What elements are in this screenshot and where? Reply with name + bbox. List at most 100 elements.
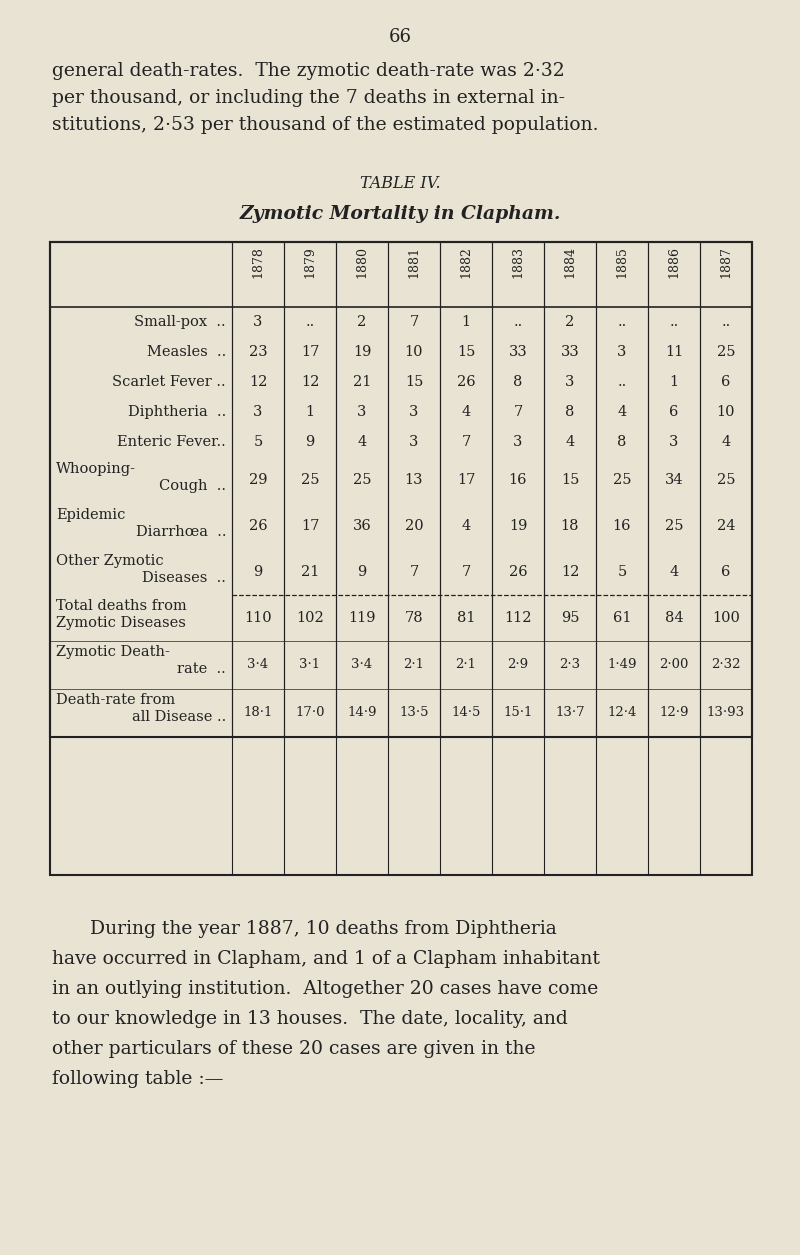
Text: 12: 12 xyxy=(301,375,319,389)
Text: 3: 3 xyxy=(254,315,262,329)
Text: 15·1: 15·1 xyxy=(503,707,533,719)
Text: Other Zymotic: Other Zymotic xyxy=(56,553,164,569)
Text: ..: .. xyxy=(618,375,626,389)
Text: 25: 25 xyxy=(717,345,735,359)
Text: 34: 34 xyxy=(665,473,683,487)
Text: 23: 23 xyxy=(249,345,267,359)
Text: 33: 33 xyxy=(561,345,579,359)
Text: 10: 10 xyxy=(717,405,735,419)
Text: 81: 81 xyxy=(457,611,475,625)
Text: Scarlet Fever ..: Scarlet Fever .. xyxy=(112,375,226,389)
Text: 25: 25 xyxy=(301,473,319,487)
Text: 20: 20 xyxy=(405,520,423,533)
Text: 4: 4 xyxy=(358,435,366,449)
Text: 18: 18 xyxy=(561,520,579,533)
Text: 26: 26 xyxy=(457,375,475,389)
Text: 15: 15 xyxy=(561,473,579,487)
Text: 13·7: 13·7 xyxy=(555,707,585,719)
Text: 3: 3 xyxy=(410,405,418,419)
Text: During the year 1887, 10 deaths from Diphtheria: During the year 1887, 10 deaths from Dip… xyxy=(90,920,557,937)
Text: 17: 17 xyxy=(301,520,319,533)
Text: 84: 84 xyxy=(665,611,683,625)
Text: 29: 29 xyxy=(249,473,267,487)
Text: 1879: 1879 xyxy=(303,246,317,277)
Text: 25: 25 xyxy=(353,473,371,487)
Text: 6: 6 xyxy=(670,405,678,419)
Text: 3·4: 3·4 xyxy=(247,659,269,671)
Text: 4: 4 xyxy=(462,405,470,419)
Text: 112: 112 xyxy=(504,611,532,625)
Text: 1878: 1878 xyxy=(251,246,265,277)
Text: stitutions, 2·53 per thousand of the estimated population.: stitutions, 2·53 per thousand of the est… xyxy=(52,115,598,134)
Text: 7: 7 xyxy=(462,435,470,449)
Text: 4: 4 xyxy=(722,435,730,449)
Text: 2·9: 2·9 xyxy=(507,659,529,671)
Text: Epidemic: Epidemic xyxy=(56,508,126,522)
Text: 7: 7 xyxy=(462,565,470,579)
Text: have occurred in Clapham, and 1 of a Clapham inhabitant: have occurred in Clapham, and 1 of a Cla… xyxy=(52,950,600,968)
Text: 1886: 1886 xyxy=(667,246,681,279)
Text: 9: 9 xyxy=(306,435,314,449)
Text: general death-rates.  The zymotic death-rate was 2·32: general death-rates. The zymotic death-r… xyxy=(52,61,565,80)
Text: ..: .. xyxy=(618,315,626,329)
Text: in an outlying institution.  Altogether 20 cases have come: in an outlying institution. Altogether 2… xyxy=(52,980,598,998)
Text: following table :—: following table :— xyxy=(52,1071,223,1088)
Text: 33: 33 xyxy=(509,345,527,359)
Text: 26: 26 xyxy=(249,520,267,533)
Text: 3: 3 xyxy=(254,405,262,419)
Bar xyxy=(50,242,752,737)
Text: Cough  ..: Cough .. xyxy=(159,479,226,493)
Text: Zymotic Death-: Zymotic Death- xyxy=(56,645,170,659)
Text: 61: 61 xyxy=(613,611,631,625)
Text: 21: 21 xyxy=(301,565,319,579)
Text: 5: 5 xyxy=(254,435,262,449)
Text: 12: 12 xyxy=(561,565,579,579)
Text: 1882: 1882 xyxy=(459,246,473,277)
Text: 110: 110 xyxy=(244,611,272,625)
Text: 26: 26 xyxy=(509,565,527,579)
Text: Diphtheria  ..: Diphtheria .. xyxy=(128,405,226,419)
Text: 15: 15 xyxy=(405,375,423,389)
Text: 1: 1 xyxy=(670,375,678,389)
Text: 4: 4 xyxy=(462,520,470,533)
Text: 14·5: 14·5 xyxy=(451,707,481,719)
Text: 9: 9 xyxy=(254,565,262,579)
Text: 11: 11 xyxy=(665,345,683,359)
Text: 19: 19 xyxy=(509,520,527,533)
Text: 1·49: 1·49 xyxy=(607,659,637,671)
Text: 1885: 1885 xyxy=(615,246,629,277)
Text: 12·4: 12·4 xyxy=(607,707,637,719)
Text: 102: 102 xyxy=(296,611,324,625)
Text: 16: 16 xyxy=(613,520,631,533)
Text: 4: 4 xyxy=(566,435,574,449)
Text: 16: 16 xyxy=(509,473,527,487)
Text: 21: 21 xyxy=(353,375,371,389)
Text: 17·0: 17·0 xyxy=(295,707,325,719)
Text: per thousand, or including the 7 deaths in external in-: per thousand, or including the 7 deaths … xyxy=(52,89,565,107)
Text: 3: 3 xyxy=(566,375,574,389)
Text: 13·5: 13·5 xyxy=(399,707,429,719)
Text: 3: 3 xyxy=(410,435,418,449)
Text: 3: 3 xyxy=(618,345,626,359)
Text: 25: 25 xyxy=(717,473,735,487)
Text: all Disease ..: all Disease .. xyxy=(132,710,226,724)
Text: Whooping-: Whooping- xyxy=(56,462,136,476)
Text: 2: 2 xyxy=(566,315,574,329)
Text: Enteric Fever..: Enteric Fever.. xyxy=(118,435,226,449)
Text: 119: 119 xyxy=(348,611,376,625)
Text: 25: 25 xyxy=(665,520,683,533)
Text: 8: 8 xyxy=(514,375,522,389)
Text: TABLE IV.: TABLE IV. xyxy=(360,174,440,192)
Text: Death-rate from: Death-rate from xyxy=(56,693,175,707)
Text: 9: 9 xyxy=(358,565,366,579)
Text: 25: 25 xyxy=(613,473,631,487)
Text: 3: 3 xyxy=(514,435,522,449)
Bar xyxy=(50,242,752,875)
Text: 10: 10 xyxy=(405,345,423,359)
Text: 3: 3 xyxy=(670,435,678,449)
Text: rate  ..: rate .. xyxy=(178,661,226,676)
Text: to our knowledge in 13 houses.  The date, locality, and: to our knowledge in 13 houses. The date,… xyxy=(52,1010,568,1028)
Text: 4: 4 xyxy=(618,405,626,419)
Text: 12: 12 xyxy=(249,375,267,389)
Text: 1884: 1884 xyxy=(563,246,577,279)
